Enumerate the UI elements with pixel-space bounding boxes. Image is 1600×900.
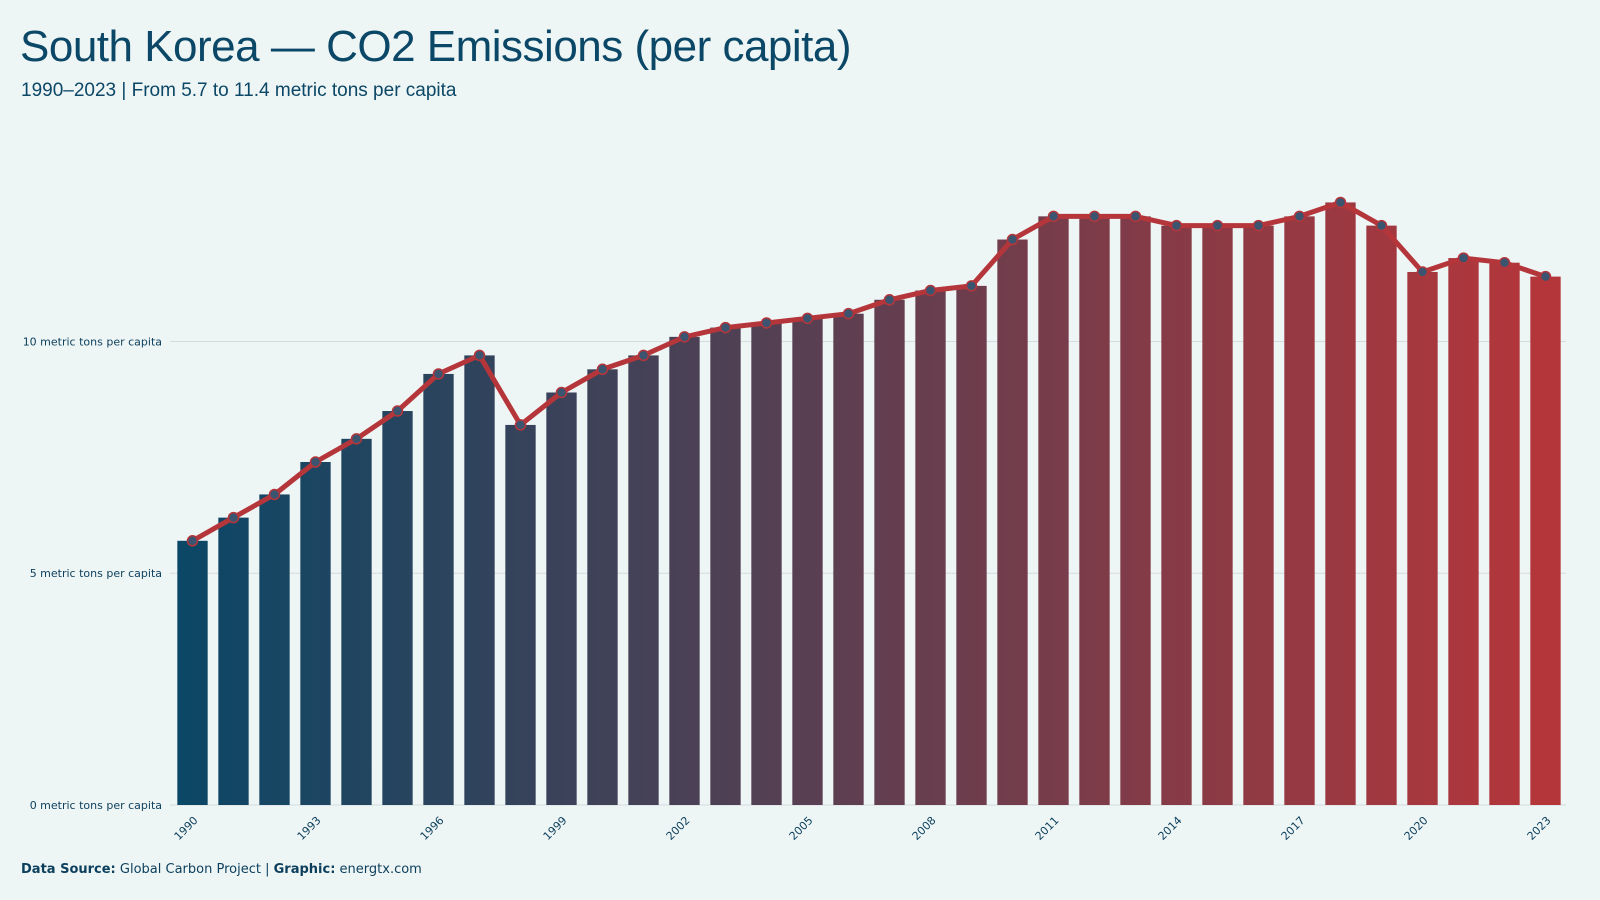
marker-2018 — [1334, 196, 1347, 209]
bar-2001 — [628, 355, 659, 805]
x-tick-label: 2008 — [910, 814, 939, 843]
bar-2016 — [1243, 225, 1274, 806]
bar-2022 — [1489, 262, 1520, 805]
marker-2001 — [637, 349, 650, 362]
bar-2023 — [1530, 276, 1561, 805]
marker-1998 — [514, 419, 527, 431]
marker-2009 — [965, 280, 978, 292]
grid-lines — [170, 340, 1566, 806]
marker-2004 — [760, 317, 773, 329]
y-tick-label: 0 metric tons per capita — [30, 799, 162, 812]
bar-2021 — [1448, 258, 1479, 806]
chart-title: South Korea — CO2 Emissions (per capita) — [20, 22, 852, 71]
marker-2000 — [596, 363, 609, 376]
marker-2007 — [883, 294, 896, 306]
marker-2014 — [1170, 219, 1183, 232]
marker-2020 — [1416, 266, 1429, 278]
x-tick-label: 2005 — [787, 814, 816, 843]
bar-2014 — [1161, 225, 1192, 806]
bar-2012 — [1079, 216, 1110, 806]
bars — [177, 202, 1561, 806]
bar-2019 — [1366, 225, 1397, 806]
bar-2000 — [587, 369, 618, 805]
bar-1994 — [341, 438, 372, 805]
marker-2023 — [1539, 270, 1552, 283]
bar-1991 — [218, 517, 249, 805]
source-value: Global Carbon Project — [119, 862, 261, 877]
marker-1992 — [268, 488, 281, 501]
trend-line — [190, 199, 1548, 544]
bar-2003 — [710, 327, 741, 805]
bar-2015 — [1202, 225, 1233, 806]
marker-2015 — [1211, 219, 1224, 232]
x-tick-label: 1996 — [418, 814, 447, 843]
marker-1990 — [186, 535, 199, 547]
bar-2018 — [1325, 202, 1356, 805]
marker-2010 — [1006, 233, 1019, 246]
bar-2009 — [956, 285, 987, 805]
bar-1993 — [300, 462, 331, 805]
bar-1999 — [546, 392, 577, 805]
bar-2017 — [1284, 216, 1315, 806]
x-tick-label: 2011 — [1033, 814, 1062, 843]
bar-2004 — [751, 322, 782, 805]
x-tick-label: 1999 — [541, 814, 570, 843]
graphic-label: Graphic: — [273, 862, 336, 877]
bar-2011 — [1038, 216, 1069, 806]
marker-2013 — [1129, 210, 1142, 223]
y-axis-labels: 0 metric tons per capita 5 metric tons pe… — [23, 335, 162, 812]
x-tick-label: 2023 — [1525, 814, 1554, 843]
x-tick-label: 1990 — [172, 814, 201, 843]
marker-1997 — [473, 349, 486, 362]
marker-2012 — [1088, 210, 1101, 223]
footer-credits: Data Source: Global Carbon Project | Gra… — [21, 862, 422, 877]
markers — [186, 196, 1552, 547]
bar-1992 — [259, 494, 290, 805]
source-label: Data Source: — [21, 862, 116, 877]
x-tick-label: 2002 — [664, 814, 693, 843]
bar-2005 — [792, 318, 823, 805]
x-tick-label: 2014 — [1156, 814, 1185, 843]
bar-1996 — [423, 373, 454, 805]
marker-2008 — [924, 284, 937, 297]
bar-1997 — [464, 355, 495, 805]
y-tick-label: 10 metric tons per capita — [23, 335, 162, 348]
bar-1990 — [177, 540, 208, 805]
bar-2020 — [1407, 271, 1438, 805]
bar-2002 — [669, 336, 700, 805]
chart-subtitle: 1990–2023 | From 5.7 to 11.4 metric tons… — [21, 80, 457, 101]
marker-1999 — [555, 386, 568, 399]
marker-2006 — [842, 307, 855, 320]
bar-1998 — [505, 424, 536, 805]
marker-2002 — [678, 331, 691, 343]
marker-2019 — [1375, 219, 1388, 232]
marker-2022 — [1498, 256, 1511, 269]
marker-2011 — [1047, 210, 1060, 223]
x-tick-label: 2017 — [1279, 814, 1308, 843]
footer-separator: | — [265, 862, 270, 877]
bar-2008 — [915, 290, 946, 805]
bar-2013 — [1120, 216, 1151, 806]
bar-2010 — [997, 239, 1028, 806]
marker-2017 — [1293, 210, 1306, 223]
marker-1996 — [432, 368, 445, 380]
x-axis-labels: 1990 1993 1996 1999 2002 2005 2008 2011 2014 2017… — [172, 814, 1554, 843]
marker-1995 — [391, 405, 404, 417]
marker-1993 — [309, 456, 322, 468]
x-tick-label: 2020 — [1402, 814, 1431, 843]
marker-2021 — [1457, 252, 1470, 264]
bar-1995 — [382, 411, 413, 805]
marker-1991 — [227, 511, 240, 524]
y-tick-label: 5 metric tons per capita — [30, 567, 162, 580]
marker-2003 — [719, 321, 732, 334]
x-tick-label: 1993 — [295, 814, 324, 843]
bar-2007 — [874, 299, 905, 805]
trend-line-path — [190, 199, 1548, 544]
graphic-value: energtx.com — [339, 862, 422, 877]
marker-2016 — [1252, 219, 1265, 232]
marker-2005 — [801, 312, 814, 325]
bar-2006 — [833, 313, 864, 805]
marker-1994 — [350, 433, 363, 445]
